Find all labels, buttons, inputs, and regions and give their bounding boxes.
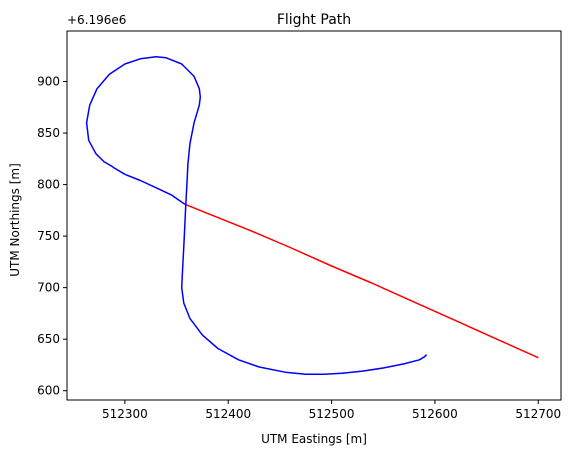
x-tick-label: 512600 [412,407,458,421]
series-line-2 [85,56,428,375]
y-tick-label: 650 [37,332,60,346]
y-offset-label: +6.196e6 [67,13,126,27]
x-axis-label: UTM Eastings [m] [261,432,367,446]
axes-frame [66,30,562,401]
x-tick-label: 512700 [515,407,561,421]
series-layer [85,56,539,375]
y-tick-label: 700 [37,281,60,295]
plot-area: 512300 512400 512500 512600 512700 600 650 700… [37,30,562,421]
y-tick-label: 900 [37,75,60,89]
x-tick-label: 512300 [102,407,148,421]
x-axis-ticks: 512300 512400 512500 512600 512700 [102,400,561,421]
y-tick-label: 600 [37,384,60,398]
chart-title: Flight Path [277,12,351,28]
y-axis-ticks: 600 650 700 750 800 850 900 [37,75,67,398]
x-tick-label: 512400 [205,407,251,421]
y-tick-label: 800 [37,178,60,192]
y-tick-label: 850 [37,126,60,140]
y-tick-label: 750 [37,229,60,243]
y-axis-label: UTM Northings [m] [8,163,22,277]
series-line-1 [184,203,539,359]
x-tick-label: 512500 [309,407,355,421]
